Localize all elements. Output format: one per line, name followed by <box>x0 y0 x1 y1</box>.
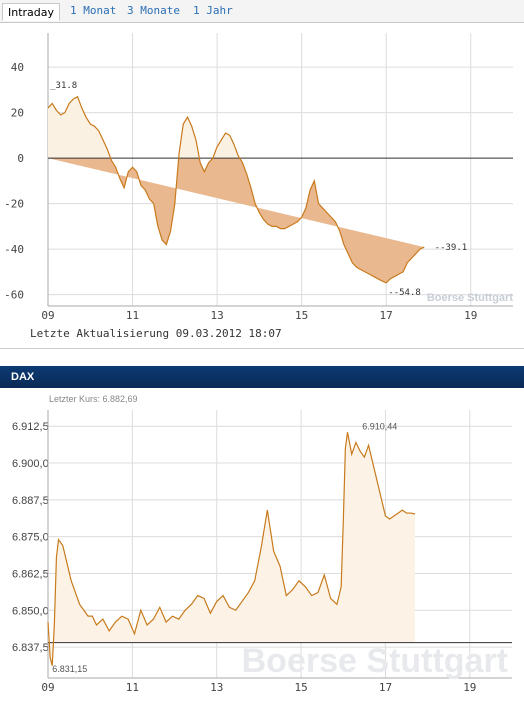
area-fill-below <box>48 158 425 283</box>
x-tick-label: 15 <box>295 309 308 322</box>
x-tick-label: 17 <box>380 309 393 322</box>
y-tick-label: -60 <box>4 289 24 302</box>
y-tick-label: 6.887,5 <box>12 495 49 507</box>
x-tick-label: 13 <box>210 681 223 694</box>
y-tick-label: 6.912,5 <box>12 421 49 433</box>
last-update-text: Letzte Aktualisierung 09.03.2012 18:07 <box>30 327 282 340</box>
x-tick-label: 19 <box>464 309 477 322</box>
x-tick-label: 11 <box>126 681 139 694</box>
y-tick-label: 20 <box>11 107 24 120</box>
price-line <box>47 432 416 666</box>
x-tick-label: 17 <box>379 681 392 694</box>
x-tick-label: 13 <box>210 309 223 322</box>
y-tick-label: -20 <box>4 198 24 211</box>
tab-1-jahr[interactable]: 1 Jahr <box>193 4 233 17</box>
annotation-label: 6.910,44 <box>362 421 397 431</box>
y-tick-label: -40 <box>4 243 24 256</box>
section-divider <box>0 348 524 349</box>
y-tick-label: 6.837,5 <box>12 642 49 654</box>
intraday-chart: 09 11 13 15 17 19 40 20 0 -20 -40 -60 _31.8 --54.8 --3… <box>4 33 514 322</box>
watermark-logo: Boerse Stuttgart <box>242 642 508 680</box>
x-tick-label: 09 <box>41 681 54 694</box>
y-tick-label: 6.875,0 <box>12 532 49 544</box>
x-tick-label: 15 <box>294 681 307 694</box>
area-fill <box>48 432 415 666</box>
annotation-label: --54.8 <box>388 288 421 298</box>
price-line <box>47 95 425 284</box>
y-tick-label: 6.900,0 <box>12 458 49 470</box>
tab-intraday[interactable]: Intraday <box>2 3 60 21</box>
area-fill-above <box>48 96 240 159</box>
dax-header: DAX <box>0 366 524 388</box>
x-tick-label: 11 <box>126 309 139 322</box>
y-tick-label: 40 <box>11 61 24 74</box>
annotation-label: _31.8 <box>50 81 77 91</box>
y-tick-label: 0 <box>17 152 24 165</box>
timeframe-tabbar: Intraday 1 Monat 3 Monate 1 Jahr <box>0 0 524 23</box>
watermark-logo: Boerse Stuttgart <box>427 292 514 304</box>
y-tick-label: 6.850,0 <box>12 605 49 617</box>
dax-title: DAX <box>11 371 35 383</box>
annotation-label: 6.831,15 <box>52 664 87 674</box>
annotation-label: --39.1 <box>435 243 468 253</box>
x-tick-label: 19 <box>463 681 476 694</box>
tab-3-monate[interactable]: 3 Monate <box>127 4 180 17</box>
last-price-label: Letzter Kurs: 6.882,69 <box>49 394 138 404</box>
tab-1-monat[interactable]: 1 Monat <box>70 4 117 17</box>
y-tick-label: 6.862,5 <box>12 568 49 580</box>
x-tick-label: 09 <box>41 309 54 322</box>
